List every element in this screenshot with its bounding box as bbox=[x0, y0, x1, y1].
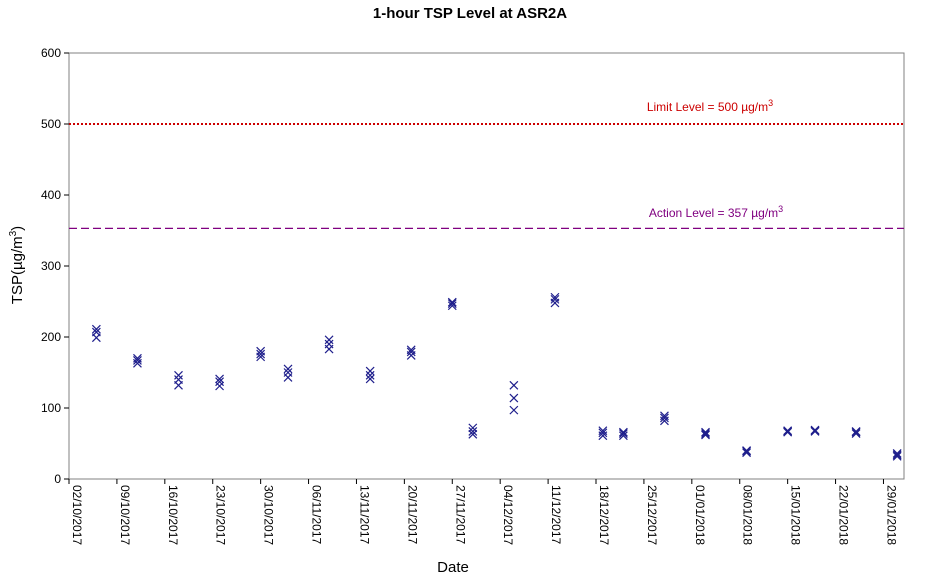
x-tick-label: 11/12/2017 bbox=[549, 485, 563, 544]
data-point bbox=[174, 375, 183, 385]
data-point bbox=[509, 405, 519, 415]
y-tick-label: 200 bbox=[41, 330, 61, 344]
data-point bbox=[174, 370, 183, 380]
data-point bbox=[742, 446, 752, 456]
x-tick-label: 13/11/2017 bbox=[357, 485, 371, 544]
x-tick-label: 15/01/2018 bbox=[789, 485, 803, 545]
action-level-label: Action Level = 357 µg/m3 bbox=[649, 204, 783, 220]
data-point bbox=[256, 346, 266, 356]
data-point bbox=[701, 430, 710, 440]
x-tick-label: 22/01/2018 bbox=[837, 485, 851, 545]
data-point bbox=[324, 339, 334, 349]
data-point bbox=[133, 356, 142, 365]
data-point bbox=[447, 297, 457, 307]
data-point bbox=[509, 393, 519, 403]
data-point bbox=[892, 451, 902, 461]
x-tick-label: 25/12/2017 bbox=[645, 485, 659, 545]
x-tick-label: 30/10/2017 bbox=[262, 485, 276, 545]
x-tick-label: 27/11/2017 bbox=[453, 485, 467, 544]
chart-title: 1-hour TSP Level at ASR2A bbox=[373, 5, 567, 22]
x-tick-label: 23/10/2017 bbox=[214, 485, 228, 545]
data-point bbox=[618, 431, 628, 441]
y-tick-label: 400 bbox=[41, 188, 61, 202]
x-tick-label: 29/01/2018 bbox=[884, 485, 898, 545]
data-point bbox=[447, 299, 457, 309]
data-point bbox=[133, 353, 142, 363]
data-point bbox=[892, 450, 902, 460]
data-point bbox=[365, 374, 375, 384]
data-point bbox=[660, 413, 669, 423]
data-point bbox=[468, 427, 478, 436]
data-point bbox=[810, 425, 820, 435]
data-point bbox=[447, 301, 457, 311]
x-tick-label: 09/10/2017 bbox=[118, 485, 132, 545]
x-tick-label: 04/12/2017 bbox=[501, 485, 515, 545]
y-tick-label: 300 bbox=[41, 259, 61, 273]
data-point bbox=[783, 426, 793, 436]
limit-level-label: Limit Level = 500 µg/m3 bbox=[647, 98, 773, 114]
x-tick-label: 06/11/2017 bbox=[310, 485, 324, 544]
data-point bbox=[509, 380, 519, 390]
data-point bbox=[598, 426, 608, 436]
y-tick-label: 600 bbox=[41, 46, 61, 60]
x-tick-label: 16/10/2017 bbox=[166, 485, 180, 545]
x-tick-label: 08/01/2018 bbox=[741, 485, 755, 545]
data-point bbox=[365, 370, 375, 380]
data-point bbox=[618, 429, 628, 438]
data-point bbox=[892, 449, 902, 458]
data-point bbox=[215, 374, 224, 384]
y-axis-title: TSP(µg/m3) bbox=[8, 226, 26, 304]
data-point bbox=[283, 368, 293, 377]
data-point bbox=[660, 411, 669, 421]
data-point bbox=[91, 327, 101, 337]
data-point bbox=[365, 366, 375, 376]
data-point bbox=[550, 294, 560, 304]
data-point bbox=[701, 429, 710, 438]
data-point bbox=[742, 448, 752, 458]
y-tick-label: 100 bbox=[41, 401, 61, 415]
x-tick-label: 02/10/2017 bbox=[70, 485, 84, 545]
data-point bbox=[406, 345, 416, 355]
y-tick-label: 0 bbox=[54, 472, 61, 486]
data-point bbox=[550, 292, 560, 302]
data-point bbox=[618, 427, 628, 437]
data-point bbox=[468, 429, 478, 439]
data-point bbox=[256, 349, 266, 359]
data-point bbox=[283, 364, 293, 374]
data-point bbox=[215, 377, 224, 387]
data-point bbox=[701, 427, 710, 437]
data-point bbox=[851, 427, 861, 436]
x-tick-label: 01/01/2018 bbox=[693, 485, 707, 545]
data-point bbox=[406, 347, 416, 357]
plot-area bbox=[68, 52, 905, 480]
data-point bbox=[851, 429, 861, 438]
x-tick-label: 18/12/2017 bbox=[597, 485, 611, 545]
data-point bbox=[91, 324, 101, 334]
data-point bbox=[468, 423, 478, 433]
x-axis-title: Date bbox=[437, 559, 469, 576]
data-point bbox=[598, 428, 608, 438]
data-point bbox=[215, 381, 224, 391]
data-point bbox=[324, 335, 334, 345]
y-tick-label: 500 bbox=[41, 117, 61, 131]
x-tick-label: 20/11/2017 bbox=[405, 485, 419, 544]
